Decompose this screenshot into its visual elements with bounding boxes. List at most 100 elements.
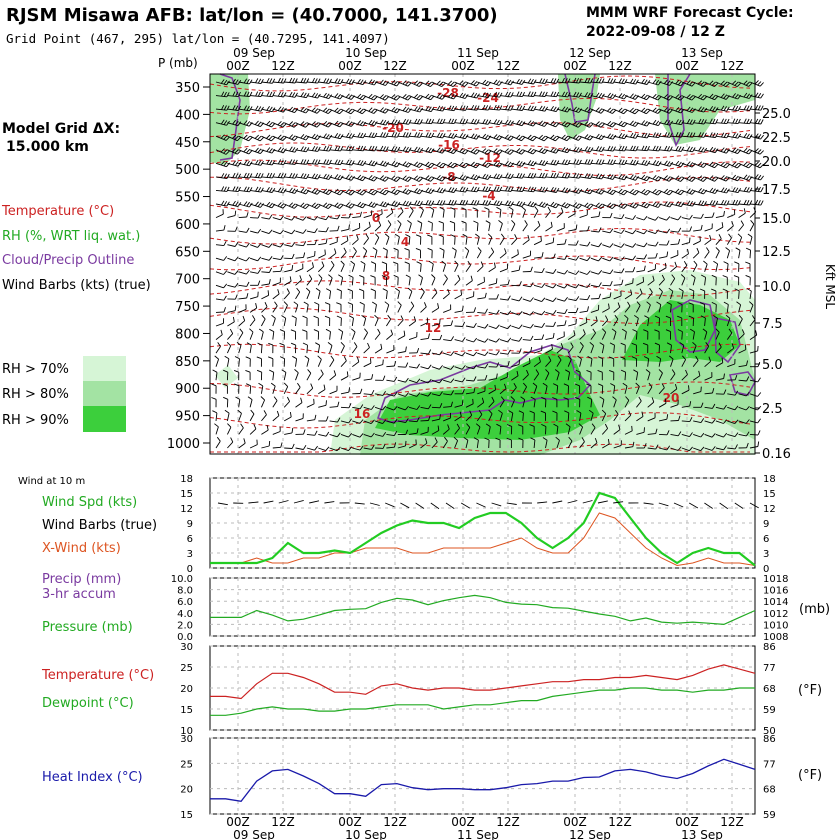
wind-barb-shaft (590, 244, 599, 248)
wind-barb-flag (643, 190, 648, 195)
wind-barb-flag (711, 176, 716, 181)
wind-barb-flag (651, 397, 655, 403)
wind-barb-flag (620, 203, 626, 208)
wind-barb-flag (655, 241, 659, 247)
wind-barb-flag (428, 200, 432, 206)
wind-barb-shaft (238, 216, 247, 219)
wind-barb-flag (223, 186, 227, 192)
wind-barb-shaft (465, 379, 474, 382)
wind-barb-flag (351, 160, 355, 166)
panel-left-tick-label: 3 (187, 549, 193, 560)
wind-barb-shaft (533, 284, 542, 288)
wind-barb-flag (518, 296, 523, 302)
wind-barb-shaft (726, 263, 729, 272)
wind-barb-flag (677, 215, 682, 221)
wind-barb-flag (666, 342, 672, 346)
wind-barb-shaft (340, 264, 345, 272)
wind-barb-flag (296, 287, 301, 293)
wind-barb-flag (475, 150, 480, 155)
wind-barb-flag (416, 162, 421, 167)
wind-barb-flag (686, 146, 691, 152)
wind-barb-shaft (602, 271, 611, 275)
wind-barb-flag (356, 234, 359, 240)
wind-barb-flag (268, 279, 271, 285)
wind-barb-shaft (454, 279, 461, 286)
wind-barb-flag (346, 371, 349, 377)
wind-barb-flag (323, 92, 327, 98)
wind-barb-flag (461, 400, 464, 406)
wind-barb-flag (223, 396, 228, 400)
wind-barb-shaft (658, 291, 663, 300)
wind-barb-flag (699, 302, 705, 305)
wind-barb-flag (674, 261, 678, 267)
wind-barb-flag (590, 173, 594, 179)
wind-barb-flag (725, 314, 731, 319)
wind-barb-shaft (215, 412, 218, 421)
wind-barb-flag (259, 137, 264, 142)
wind-barb-shaft (613, 189, 624, 196)
wind-barb-flag (280, 91, 284, 97)
wind-barb-shaft (693, 122, 705, 125)
wind-barb-flag (643, 254, 648, 260)
wind-barb-flag (697, 161, 703, 166)
wind-barb-flag (394, 132, 398, 138)
wind-barb-flag (462, 200, 466, 205)
wind-barb-flag (247, 396, 253, 400)
wind-barb-flag (734, 405, 739, 411)
wind-barb-shaft (533, 135, 545, 142)
wind-barb-shaft (568, 203, 579, 209)
wind-barb-flag (346, 145, 350, 151)
wind-barb-shaft (352, 122, 363, 127)
wind-barb-flag (633, 369, 638, 373)
wind-barb-flag (300, 92, 304, 97)
wind-barb-shaft (409, 203, 421, 207)
surface-wind-barb (567, 500, 578, 504)
wind-barb-shaft (272, 176, 284, 179)
wind-barb-shaft (238, 297, 247, 300)
wind-barb-flag (493, 161, 498, 166)
wind-barb-flag (461, 351, 466, 357)
wind-barb-flag (598, 122, 603, 127)
wind-barb-flag (322, 107, 328, 112)
wind-barb-flag (280, 187, 284, 193)
wind-barb-flag (475, 423, 481, 428)
wind-barb-shaft (510, 399, 515, 408)
wind-barb-flag (592, 328, 596, 334)
wind-barb-shaft (374, 348, 383, 354)
wind-barb-shaft (533, 225, 541, 232)
wind-barb-flag (323, 384, 326, 390)
wind-barb-shaft (556, 176, 568, 179)
wind-barb-shaft (635, 372, 639, 381)
panel-right-tick-label: 1010 (763, 620, 788, 631)
wind-barb-flag (601, 409, 607, 414)
wind-barb-shaft (738, 349, 746, 354)
wind-barb-flag (338, 274, 343, 278)
wind-barb-shaft (533, 149, 545, 155)
wind-barb-flag (575, 318, 577, 324)
wind-barb-flag (382, 108, 387, 113)
wind-barb-flag (311, 188, 316, 193)
wind-barb-flag (609, 269, 614, 274)
wind-barb-shaft (306, 387, 314, 395)
wind-barb-flag (237, 136, 242, 142)
wind-barb-flag (507, 186, 511, 192)
wind-barb-flag (733, 275, 739, 278)
wind-barb-flag (484, 323, 489, 329)
wind-barb-shaft (226, 345, 232, 354)
wind-barb-flag (266, 106, 270, 111)
wind-barb-flag (643, 356, 649, 360)
surface-wind-barb (643, 502, 654, 505)
wind-barb-shaft (454, 379, 463, 383)
wind-barb-flag (385, 132, 389, 138)
wind-barb-flag (745, 261, 751, 265)
wind-barb-flag (476, 105, 480, 111)
wind-barb-flag (712, 212, 715, 218)
wind-barb-flag (484, 374, 488, 381)
wind-barb-flag (311, 77, 316, 83)
wind-barb-flag (697, 80, 703, 85)
wind-barb-flag (746, 93, 750, 99)
wind-barb-flag (518, 324, 523, 329)
wind-barb-flag (484, 363, 489, 369)
wind-barb-flag (425, 80, 430, 85)
wind-barb-flag (579, 342, 584, 347)
